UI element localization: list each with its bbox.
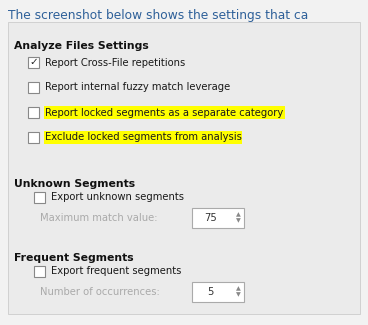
Text: ▼: ▼ [236, 218, 240, 224]
Bar [28, 57, 39, 68]
Bar [34, 266, 45, 277]
Bar [28, 82, 39, 93]
Bar [28, 107, 39, 118]
Text: ▼: ▼ [236, 292, 240, 297]
Text: ▲: ▲ [236, 213, 240, 217]
Text: Export frequent segments: Export frequent segments [51, 266, 181, 277]
Bar [8, 22, 360, 314]
Bar [44, 106, 284, 119]
Bar [34, 192, 45, 203]
Text: Number of occurrences:: Number of occurrences: [40, 287, 160, 297]
Text: 5: 5 [207, 287, 213, 297]
Bar [28, 132, 39, 143]
Text: ✓: ✓ [29, 58, 38, 68]
Bar [44, 131, 242, 144]
Text: The screenshot below shows the settings that ca: The screenshot below shows the settings … [8, 9, 308, 22]
Bar [192, 208, 244, 228]
Text: Export unknown segments: Export unknown segments [51, 192, 184, 202]
Text: Report internal fuzzy match leverage: Report internal fuzzy match leverage [45, 83, 230, 93]
Text: Report Cross-File repetitions: Report Cross-File repetitions [45, 58, 185, 68]
Text: Unknown Segments: Unknown Segments [14, 179, 135, 189]
Text: Analyze Files Settings: Analyze Files Settings [14, 41, 149, 51]
Text: 75: 75 [204, 213, 217, 223]
Text: Frequent Segments: Frequent Segments [14, 253, 134, 263]
Text: Maximum match value:: Maximum match value: [40, 213, 158, 223]
Text: ▲: ▲ [236, 287, 240, 292]
Text: Report locked segments as a separate category: Report locked segments as a separate cat… [45, 108, 283, 118]
Text: Exclude locked segments from analysis: Exclude locked segments from analysis [45, 133, 242, 142]
Bar [192, 282, 244, 302]
